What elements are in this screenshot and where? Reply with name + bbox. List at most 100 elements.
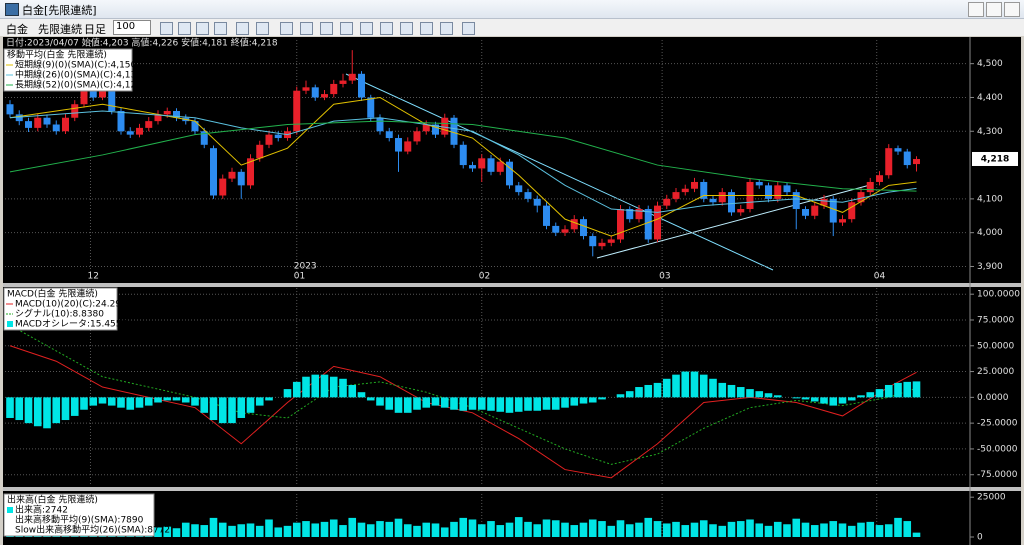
tool-icon[interactable] bbox=[214, 22, 227, 35]
bar bbox=[764, 525, 773, 537]
bar bbox=[561, 397, 569, 408]
candle-body bbox=[89, 90, 97, 98]
tool-icon[interactable] bbox=[380, 22, 393, 35]
bar bbox=[866, 521, 875, 537]
y-tick-label: 3,900 bbox=[977, 262, 1003, 272]
bar bbox=[394, 518, 403, 537]
bar bbox=[329, 519, 338, 537]
legend-entry: 短期線(9)(0)(SMA)(C):4,150 bbox=[15, 59, 137, 71]
candle-body bbox=[200, 131, 208, 145]
bar bbox=[80, 397, 88, 410]
tool-icon[interactable] bbox=[340, 22, 353, 35]
symbol[interactable]: 白金 bbox=[6, 23, 28, 36]
candle-body bbox=[321, 94, 328, 98]
tool-icon[interactable] bbox=[420, 22, 433, 35]
bar bbox=[884, 524, 893, 537]
bar bbox=[440, 397, 449, 408]
bar bbox=[681, 371, 690, 398]
bar bbox=[403, 397, 412, 413]
candle-body bbox=[709, 198, 717, 203]
candle-body bbox=[848, 202, 856, 220]
bar bbox=[644, 517, 653, 537]
bar bbox=[829, 521, 838, 537]
candle-body bbox=[274, 134, 282, 139]
bar bbox=[866, 392, 875, 398]
maximize-button[interactable] bbox=[986, 2, 1002, 17]
series-line bbox=[9, 96, 917, 237]
bar bbox=[163, 526, 172, 537]
title-bar: 白金[先限連続] bbox=[0, 0, 1024, 19]
bar bbox=[403, 524, 412, 537]
candle-body bbox=[903, 151, 911, 166]
tool-icon[interactable] bbox=[320, 22, 333, 35]
bar bbox=[662, 378, 671, 398]
candle-body bbox=[469, 165, 476, 169]
candle-body bbox=[302, 87, 310, 91]
bar bbox=[413, 397, 421, 410]
bar bbox=[875, 389, 884, 398]
candle-body bbox=[876, 175, 883, 182]
tool-icon[interactable] bbox=[256, 22, 269, 35]
last-price-label: 4,218 bbox=[981, 154, 1009, 164]
bar bbox=[588, 397, 597, 403]
bar bbox=[237, 524, 246, 537]
bar bbox=[672, 521, 680, 537]
bar bbox=[514, 517, 523, 537]
candle-body bbox=[700, 181, 708, 199]
tool-icon[interactable] bbox=[196, 22, 209, 35]
bar bbox=[598, 521, 606, 537]
candle-body bbox=[339, 80, 347, 84]
candle-body bbox=[866, 181, 874, 193]
candle-body bbox=[524, 192, 532, 199]
bar bbox=[792, 397, 801, 399]
bar bbox=[912, 532, 921, 537]
minimize-button[interactable] bbox=[968, 2, 984, 17]
bar bbox=[709, 524, 717, 537]
y-tick-label: 50.0000 bbox=[977, 341, 1014, 351]
candle-body bbox=[25, 121, 32, 128]
price-info: 日付:2023/04/07 始値:4,203 高値:4,226 安値:4,181… bbox=[6, 37, 278, 49]
close-button[interactable] bbox=[1004, 2, 1020, 17]
candle-body bbox=[376, 117, 384, 132]
candle-body bbox=[783, 185, 791, 193]
tool-icon[interactable] bbox=[236, 22, 249, 35]
y-tick-label: 100.0000 bbox=[977, 290, 1020, 300]
tool-icon[interactable] bbox=[160, 22, 173, 35]
series-line bbox=[9, 110, 917, 213]
panel-separator bbox=[3, 487, 1021, 491]
candle-body bbox=[265, 134, 273, 145]
bar bbox=[459, 517, 468, 537]
candle-body bbox=[802, 209, 809, 216]
candle-body bbox=[478, 158, 486, 169]
tool-icon[interactable] bbox=[462, 22, 475, 35]
candle-body bbox=[681, 188, 689, 193]
y-tick-label: 4,100 bbox=[977, 194, 1003, 204]
candle-body bbox=[71, 104, 79, 118]
candle-body bbox=[210, 148, 217, 196]
tool-icon[interactable] bbox=[300, 22, 313, 35]
candle-body bbox=[43, 117, 51, 125]
tool-icon[interactable] bbox=[400, 22, 413, 35]
legend-key bbox=[7, 321, 13, 327]
tool-icon[interactable] bbox=[440, 22, 453, 35]
bar bbox=[43, 397, 51, 429]
tool-icon[interactable] bbox=[360, 22, 373, 35]
bar bbox=[847, 525, 856, 537]
candle-body bbox=[607, 239, 615, 243]
tool-icon[interactable] bbox=[178, 22, 191, 35]
bar bbox=[746, 519, 754, 537]
legend-entry: Slow出来高移動平均(26)(SMA):8772 bbox=[15, 524, 170, 536]
period[interactable]: 日足 bbox=[84, 23, 106, 36]
tool-icon[interactable] bbox=[280, 22, 293, 35]
count-input[interactable]: 100 bbox=[113, 20, 151, 35]
bar bbox=[191, 524, 199, 537]
bar bbox=[468, 397, 477, 410]
candle-body bbox=[293, 90, 301, 132]
contract[interactable]: 先限連続 bbox=[38, 23, 82, 36]
y-tick-label: -25.0000 bbox=[977, 419, 1018, 429]
bar bbox=[431, 523, 440, 537]
candle-body bbox=[385, 131, 393, 139]
bar bbox=[801, 522, 810, 537]
bar bbox=[422, 522, 431, 537]
